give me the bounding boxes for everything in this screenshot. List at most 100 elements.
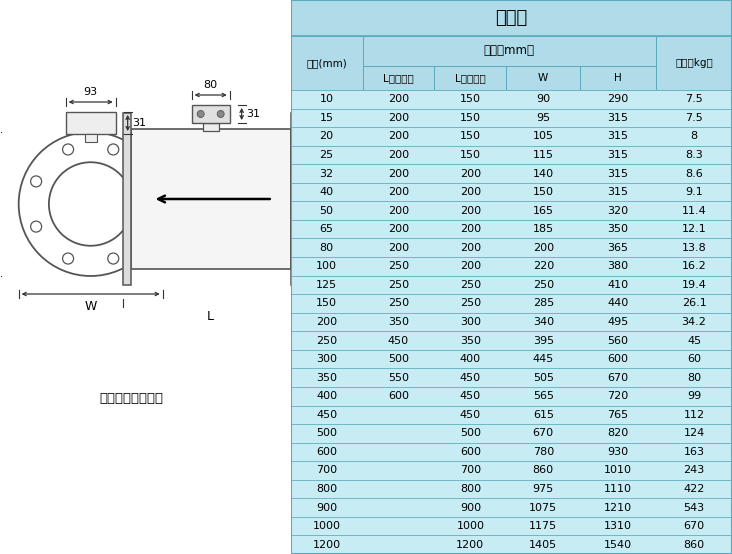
Text: 250: 250 [460,280,481,290]
Text: 975: 975 [533,484,554,494]
Text: 250: 250 [388,299,409,309]
Text: 200: 200 [388,131,409,141]
Text: 150: 150 [460,113,481,123]
Text: 315: 315 [608,168,629,178]
Text: 380: 380 [608,261,629,271]
Text: 600: 600 [388,391,409,401]
Text: 20: 20 [319,131,334,141]
Bar [291,517,732,535]
Bar [291,183,732,201]
Text: 600: 600 [608,354,629,364]
Text: 150: 150 [460,94,481,104]
Text: 45: 45 [687,336,701,346]
Text: 32: 32 [319,168,334,178]
Text: 34.2: 34.2 [681,317,706,327]
Text: 600: 600 [460,447,481,457]
Text: 125: 125 [316,280,337,290]
Bar [291,113,299,285]
Bar [434,66,507,90]
Text: 900: 900 [460,502,481,512]
Text: 8: 8 [690,131,698,141]
Text: 200: 200 [388,150,409,160]
Text: 400: 400 [460,354,481,364]
Text: 10: 10 [320,94,334,104]
Text: 150: 150 [316,299,337,309]
Text: 250: 250 [316,336,337,346]
Text: 25: 25 [319,150,334,160]
Text: 12.1: 12.1 [681,224,706,234]
Text: 200: 200 [316,317,337,327]
Bar [291,498,732,517]
Bar [291,535,732,554]
Text: 13.8: 13.8 [681,243,706,253]
Text: L: L [207,310,214,323]
Text: 1200: 1200 [313,540,340,550]
Text: 150: 150 [533,187,554,197]
Text: 200: 200 [388,94,409,104]
Bar [291,424,732,443]
Text: 1310: 1310 [604,521,632,531]
Text: 450: 450 [460,391,481,401]
Text: 320: 320 [608,206,629,216]
Text: 200: 200 [460,261,481,271]
Text: 800: 800 [460,484,481,494]
Text: 7.5: 7.5 [685,113,703,123]
Text: 290: 290 [608,94,629,104]
Text: H: H [614,73,622,83]
Text: 445: 445 [533,354,554,364]
Bar [291,480,732,498]
Bar [123,113,131,285]
Bar [291,164,732,183]
Text: 350: 350 [388,317,409,327]
Text: 505: 505 [533,373,554,383]
Text: 440: 440 [608,299,629,309]
Text: 15: 15 [320,113,334,123]
Text: 124: 124 [684,428,705,438]
Bar [291,90,732,109]
Text: 200: 200 [460,187,481,197]
Text: 105: 105 [533,131,554,141]
Text: 250: 250 [533,280,554,290]
Text: 分体式: 分体式 [495,9,528,27]
Text: 11.4: 11.4 [681,206,706,216]
Text: 200: 200 [460,168,481,178]
Text: 400: 400 [316,391,337,401]
Bar [291,350,732,368]
Text: 930: 930 [608,447,629,457]
Text: 300: 300 [460,317,481,327]
Text: 860: 860 [533,465,554,475]
Text: 165: 165 [533,206,554,216]
Text: W: W [84,300,97,313]
Bar [192,105,230,123]
Bar [291,146,732,164]
Text: 250: 250 [388,280,409,290]
Text: 150: 150 [460,150,481,160]
Text: 50: 50 [320,206,334,216]
Text: 550: 550 [388,373,409,383]
Text: 450: 450 [460,373,481,383]
Text: 重量（kg）: 重量（kg） [675,58,713,68]
Text: 300: 300 [316,354,337,364]
Text: 60: 60 [687,354,701,364]
Text: 8.3: 8.3 [685,150,703,160]
Text: 1405: 1405 [529,540,557,550]
Text: 495: 495 [608,317,629,327]
Text: 100: 100 [316,261,337,271]
Text: 140: 140 [533,168,554,178]
Text: 150: 150 [460,131,481,141]
Text: 19.4: 19.4 [681,280,706,290]
Text: 185: 185 [533,224,554,234]
Bar [291,201,732,220]
Text: 450: 450 [316,410,337,420]
Text: 99: 99 [687,391,701,401]
Text: 16.2: 16.2 [681,261,706,271]
Text: 8.6: 8.6 [685,168,703,178]
Text: 250: 250 [388,261,409,271]
Bar [291,275,732,294]
Text: 80: 80 [203,80,217,90]
Text: 365: 365 [608,243,629,253]
Bar [131,129,291,269]
Bar [291,220,732,238]
Text: L（橡胶）: L（橡胶） [455,73,486,83]
Text: 93: 93 [83,87,98,97]
